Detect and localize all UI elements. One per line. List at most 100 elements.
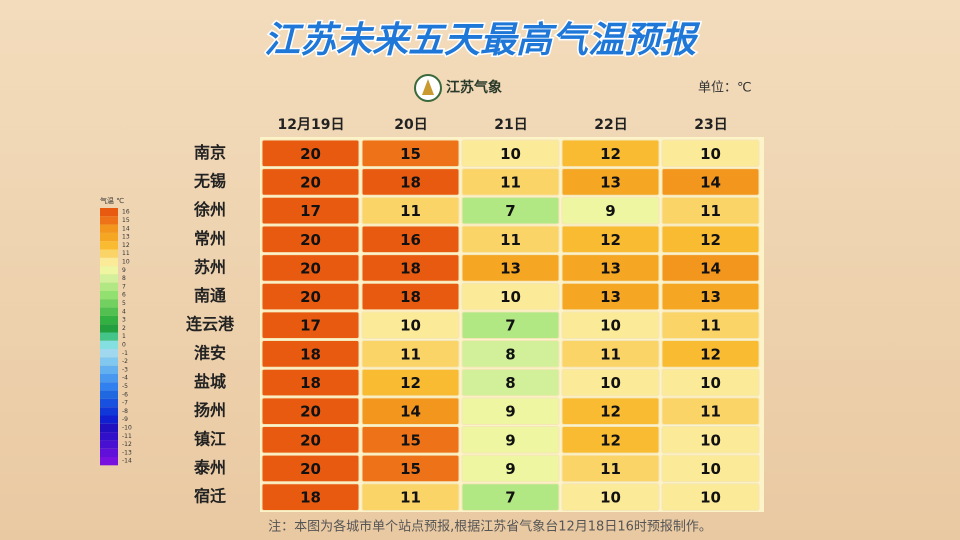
- cell-value: 13: [600, 288, 621, 306]
- legend-label: 4: [122, 308, 126, 315]
- cell: [461, 426, 560, 454]
- legend-label: -8: [122, 408, 128, 415]
- cell-value: 20: [300, 460, 321, 478]
- cell: [261, 225, 360, 254]
- cell-value: 20: [300, 259, 321, 277]
- legend-label: -9: [122, 416, 128, 423]
- cell-value: 15: [400, 145, 421, 163]
- legend-label: 7: [122, 283, 126, 290]
- cell: [561, 168, 660, 196]
- legend-label: -4: [122, 375, 128, 382]
- cell: [361, 426, 460, 454]
- legend-label: -11: [122, 433, 132, 440]
- legend-swatch: [100, 299, 118, 308]
- cell: [361, 454, 460, 483]
- cell: [361, 282, 460, 311]
- cell: [661, 254, 760, 282]
- cell: [661, 139, 760, 168]
- cell: [661, 426, 760, 454]
- cell-value: 17: [300, 317, 321, 335]
- cell-value: 13: [600, 173, 621, 191]
- legend-label: 9: [122, 267, 126, 274]
- cell: [361, 254, 460, 282]
- cell-value: 10: [700, 489, 721, 507]
- cell-value: 15: [400, 460, 421, 478]
- cell: [261, 426, 360, 454]
- cell-value: 7: [505, 489, 515, 507]
- cell-value: 20: [300, 403, 321, 421]
- cell: [661, 225, 760, 254]
- cell: [261, 196, 360, 225]
- legend-swatch: [100, 241, 118, 250]
- cell: [261, 483, 360, 511]
- cell-value: 9: [505, 460, 515, 478]
- cell-value: 11: [500, 173, 521, 191]
- cell: [261, 168, 360, 196]
- cell-value: 13: [700, 288, 721, 306]
- cell: [661, 454, 760, 483]
- cell: [561, 139, 660, 168]
- cell-value: 8: [505, 345, 515, 363]
- cell-value: 10: [500, 145, 521, 163]
- legend-swatch: [100, 423, 118, 433]
- legend-label: 0: [122, 341, 126, 348]
- legend-swatch: [100, 432, 118, 441]
- cell-value: 9: [505, 403, 515, 421]
- cell: [561, 340, 660, 368]
- cell-value: 18: [400, 173, 421, 191]
- cell: [561, 311, 660, 340]
- cell: [461, 397, 560, 426]
- cell-value: 12: [600, 403, 621, 421]
- cell-value: 16: [400, 231, 421, 249]
- cell-value: 12: [700, 231, 721, 249]
- cell: [661, 282, 760, 311]
- cell-value: 20: [300, 431, 321, 449]
- column-header: 21日: [494, 117, 527, 133]
- legend-label: -5: [122, 383, 128, 390]
- logo: [414, 74, 442, 102]
- legend-swatch: [100, 324, 118, 333]
- cell-value: 12: [400, 374, 421, 392]
- legend-swatch: [100, 249, 118, 258]
- cell: [561, 282, 660, 311]
- cell: [261, 340, 360, 368]
- cell-value: 10: [500, 288, 521, 306]
- legend-label: -13: [122, 449, 132, 456]
- legend-label: 2: [122, 325, 126, 332]
- cell: [261, 282, 360, 311]
- legend-swatch: [100, 208, 118, 217]
- cell-value: 8: [505, 374, 515, 392]
- legend-label: -3: [122, 366, 128, 373]
- legend-label: 11: [122, 250, 130, 257]
- cell-value: 10: [600, 374, 621, 392]
- legend-label: 5: [122, 300, 126, 307]
- cell-value: 10: [400, 317, 421, 335]
- legend-label: 15: [122, 217, 130, 224]
- cell: [361, 225, 460, 254]
- city-name: 常州: [194, 229, 226, 248]
- legend-swatch: [100, 257, 118, 267]
- cell: [561, 454, 660, 483]
- legend-label: 8: [122, 275, 126, 282]
- legend-swatch: [100, 415, 118, 424]
- cell-value: 7: [505, 202, 515, 220]
- column-header: 12月19日: [278, 117, 345, 133]
- cell-value: 10: [700, 431, 721, 449]
- legend-label: 13: [122, 234, 130, 241]
- cell: [461, 368, 560, 397]
- cell-value: 14: [400, 403, 421, 421]
- cell-value: 7: [505, 317, 515, 335]
- legend-label: -14: [122, 458, 132, 465]
- cell: [361, 483, 460, 511]
- cell-value: 14: [700, 259, 721, 277]
- legend-swatch: [100, 274, 118, 283]
- city-name: 镇江: [194, 429, 226, 448]
- cell: [461, 282, 560, 311]
- legend-swatch: [100, 216, 118, 225]
- cell: [561, 397, 660, 426]
- cell-value: 11: [400, 345, 421, 363]
- column-header: 23日: [694, 117, 727, 133]
- cell: [261, 368, 360, 397]
- cell: [561, 254, 660, 282]
